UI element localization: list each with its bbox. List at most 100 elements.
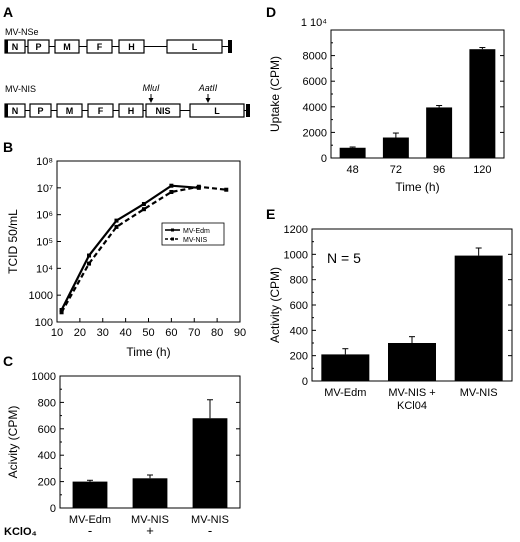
chart-c-bar (132, 478, 168, 508)
chart-b-legend-marker (171, 228, 174, 232)
chart-c-row-value: - (208, 523, 212, 538)
chart-c-row-value: - (88, 523, 92, 538)
chart-e-annotation: N = 5 (327, 250, 361, 266)
chart-b-ytick-label: 10⁷ (37, 183, 53, 195)
chart-e-ytick-label: 800 (290, 275, 308, 287)
chart-b-xtick-label: 60 (165, 327, 177, 339)
construct2-gene-box (56, 103, 83, 118)
construct2-start-cap (5, 104, 8, 117)
chart-e-ylabel: Activity (CPM) (268, 267, 282, 343)
chart-b-point (141, 201, 146, 206)
panel-d-letter: D (266, 4, 276, 20)
restriction-site-arrowhead (148, 98, 154, 103)
chart-b-point (141, 207, 146, 212)
chart-e-ytick-label: 1000 (284, 249, 308, 261)
chart-e-xtick-label: MV-NIS (460, 387, 498, 399)
construct1-gene-box (118, 39, 145, 54)
chart-b-ytick-label: 10⁸ (36, 156, 53, 168)
chart-d-ytick-label: 4000 (303, 102, 327, 114)
construct1-gene-label: H (128, 42, 135, 52)
chart-d-ytick-label: 2000 (303, 127, 327, 139)
chart-c-xtick-label: MV-Edm (69, 514, 111, 526)
construct1-gene-label: M (63, 42, 71, 52)
construct2-gene-box (189, 103, 245, 118)
construct1-gene-label: L (192, 42, 198, 52)
construct1-gene-label: P (35, 42, 41, 52)
panel-a-letter: A (3, 4, 13, 20)
chart-e-xtick-label: MV-NIS + KCl04 (388, 387, 435, 412)
chart-b-xtick-label: 10 (51, 327, 63, 339)
chart-b-ytick-label: 10⁴ (36, 263, 53, 275)
panel-a-genome-maps: N P M F H L N P M F H NIS L (4, 39, 250, 118)
construct-mv-nis-label: MV-NIS (5, 84, 36, 94)
chart-b-xtick-label: 90 (234, 327, 246, 339)
chart-d-bar (339, 147, 366, 158)
construct1-gene-box (166, 39, 223, 54)
chart-d-bar (426, 107, 453, 158)
construct2-gene-box (145, 103, 181, 118)
chart-d-xtick-label: 120 (473, 164, 491, 176)
chart-d-uptake: 0 2000 4000 6000 8000 1 10⁴ 48 72 96 120 Uptake (C… (268, 17, 505, 194)
construct1-gene-box (27, 39, 50, 54)
chart-c-ytick-label: 600 (38, 424, 56, 436)
restriction-site-aatii: AatII (198, 83, 218, 93)
chart-b-xtick-label: 80 (211, 327, 223, 339)
chart-c-row-value: + (146, 523, 154, 538)
chart-d-xtick-label: 72 (390, 164, 402, 176)
chart-b-legend-label: MV-Edm (183, 228, 210, 235)
chart-e-xtick-label-line: MV-NIS + (388, 387, 435, 399)
chart-b-growth-curve: 10 20 30 40 50 60 70 80 90 100 1000 10⁴ 10⁵ 10⁶ 10⁷ 10⁸… (6, 156, 246, 359)
chart-d-ytick-label: 8000 (303, 51, 327, 63)
chart-c-xtick-label: MV-NIS (131, 514, 169, 526)
construct1-gene-box (54, 39, 80, 54)
panel-b-letter: B (3, 139, 13, 155)
chart-e-ytick-label: 1200 (284, 224, 308, 236)
construct2-gene-box (118, 103, 144, 118)
chart-d-bar (382, 137, 409, 158)
chart-b-xtick-label: 20 (74, 327, 86, 339)
chart-b-legend-marker (171, 237, 174, 241)
chart-b-xtick-label: 70 (188, 327, 200, 339)
chart-e-xtick-label: MV-Edm (324, 387, 366, 399)
chart-c-activity: 0 200 400 600 800 1000 MV-Edm MV-NIS MV-NIS Acivi… (4, 371, 241, 538)
construct-mv-nse-label: MV-NSe (5, 27, 39, 37)
construct2-gene-label: L (214, 106, 220, 116)
chart-c-bar (72, 481, 108, 508)
chart-d-ylabel: Uptake (CPM) (268, 56, 282, 132)
chart-d-xtick-label: 48 (347, 164, 359, 176)
chart-c-ylabel: Acivity (CPM) (6, 406, 20, 479)
chart-c-row-label: KClO₄ (4, 526, 37, 538)
chart-b-xlabel: Time (h) (126, 345, 170, 359)
chart-c-ytick-label: 200 (38, 477, 56, 489)
construct2-gene-label: P (37, 106, 43, 116)
chart-c-ytick-label: 400 (38, 450, 56, 462)
chart-d-ytick-label: 1 10⁴ (301, 17, 327, 29)
construct1-gene-label: F (97, 42, 103, 52)
chart-b-point (59, 308, 64, 313)
chart-b-ytick-label: 1000 (29, 290, 53, 302)
chart-d-ytick-label: 6000 (303, 76, 327, 88)
chart-e-bar (454, 255, 503, 381)
chart-d-xlabel: Time (h) (395, 180, 439, 194)
chart-e-ytick-label: 400 (290, 325, 308, 337)
chart-b-point (169, 183, 174, 188)
chart-b-ytick-label: 100 (35, 317, 53, 329)
restriction-site-mlui: MluI (142, 83, 160, 93)
construct1-end-cap (228, 40, 232, 53)
chart-e-ytick-label: 600 (290, 300, 308, 312)
chart-d-bar (469, 49, 496, 159)
chart-b-xtick-label: 50 (142, 327, 154, 339)
construct2-gene-label: M (66, 106, 74, 116)
chart-d-xtick-label: 96 (433, 164, 445, 176)
construct2-gene-label: H (128, 106, 135, 116)
chart-b-point (196, 184, 201, 189)
construct1-start-cap (5, 40, 8, 53)
construct1-gene-label: N (12, 42, 19, 52)
chart-e-xtick-label-line: KCl04 (397, 400, 427, 412)
chart-b-point (87, 253, 92, 258)
chart-c-ytick-label: 800 (38, 397, 56, 409)
chart-b-point (114, 218, 119, 223)
chart-b-xtick-label: 30 (97, 327, 109, 339)
chart-b-legend-label: MV-NIS (183, 237, 207, 244)
